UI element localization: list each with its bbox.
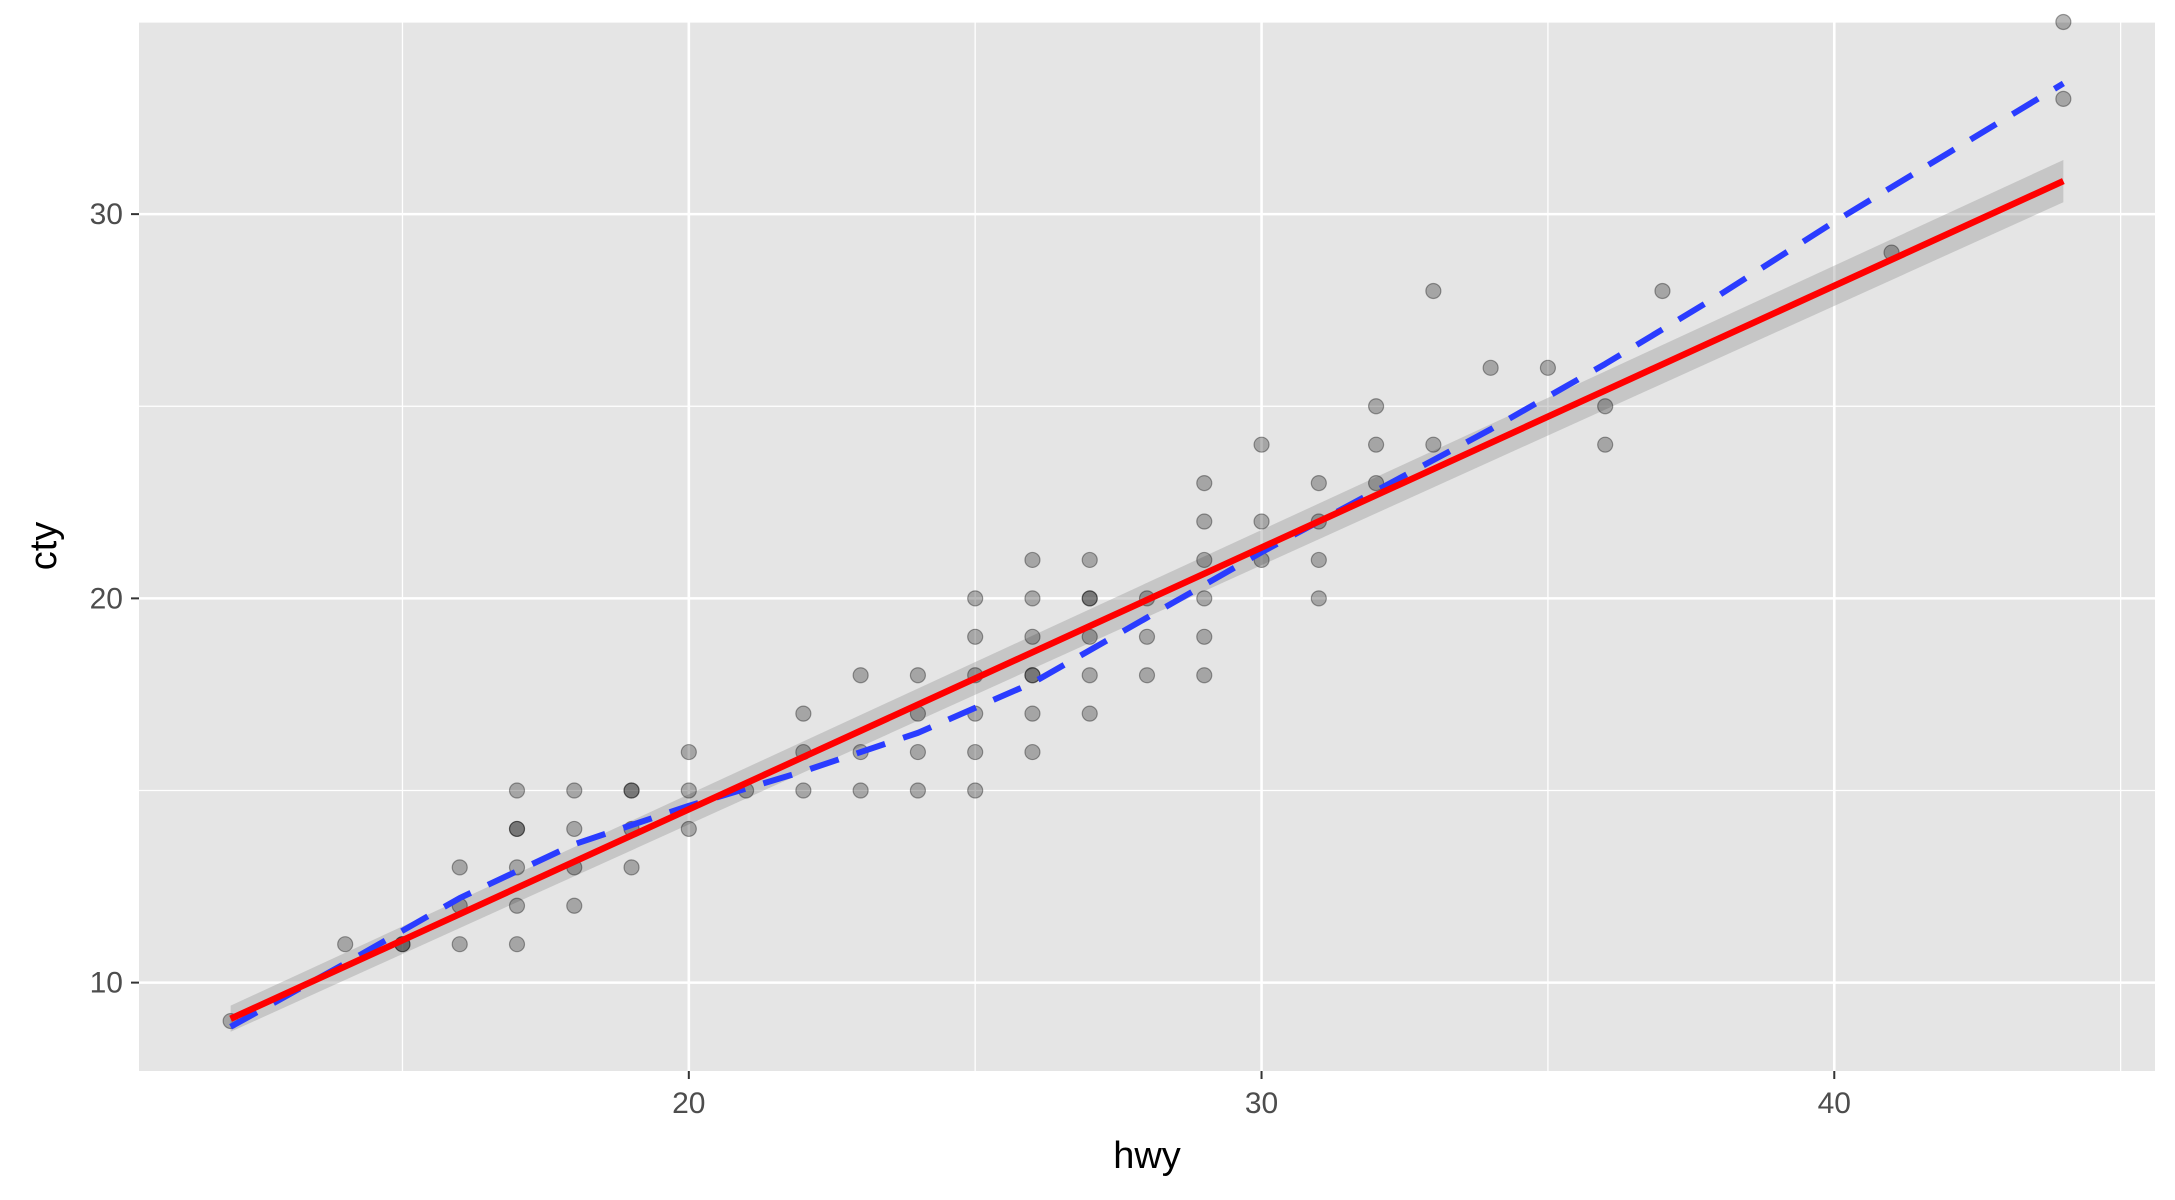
data-point <box>1253 436 1270 453</box>
data-point <box>1367 398 1385 415</box>
data-point <box>1539 359 1557 376</box>
minor-gridlines <box>139 21 2155 1071</box>
data-point <box>2055 13 2072 31</box>
data-point <box>623 782 640 799</box>
data-point <box>1310 474 1327 492</box>
data-point <box>909 667 927 684</box>
confidence-band-layer <box>230 159 2064 1032</box>
data-point <box>1081 667 1098 684</box>
data-point <box>1081 590 1098 607</box>
data-point <box>508 782 526 799</box>
data-point <box>1196 513 1213 530</box>
data-point <box>1024 551 1041 569</box>
lines-layer <box>229 80 2065 1030</box>
major-gridlines <box>139 22 2155 1071</box>
data-point <box>1425 282 1442 300</box>
data-point <box>967 782 984 799</box>
data-point <box>795 705 812 722</box>
data-point <box>1196 667 1213 684</box>
data-point <box>508 820 526 838</box>
data-point <box>623 782 640 799</box>
y-tick-label: 10 <box>90 967 123 1000</box>
axis-ticks <box>131 213 1836 1079</box>
data-point <box>1196 628 1213 645</box>
data-point <box>566 782 583 799</box>
data-point <box>795 782 812 799</box>
data-point <box>566 820 583 838</box>
data-point <box>1081 551 1098 569</box>
data-point <box>1597 436 1614 453</box>
data-point <box>1425 436 1442 453</box>
data-point <box>451 936 468 953</box>
y-tick-label: 30 <box>90 198 123 231</box>
data-point <box>566 897 583 914</box>
data-point <box>508 820 526 838</box>
data-point <box>680 820 697 838</box>
y-tick-label: 20 <box>90 582 123 615</box>
data-point <box>909 743 927 761</box>
data-point <box>1196 474 1213 492</box>
data-point <box>508 897 526 914</box>
data-point <box>909 782 927 799</box>
tick-labels: 20 30 40 10 20 30 <box>90 198 1851 1120</box>
data-point <box>967 628 984 645</box>
data-point <box>967 743 984 761</box>
data-point <box>680 743 697 761</box>
data-point <box>1138 667 1156 684</box>
data-point <box>337 936 354 953</box>
data-point <box>1367 436 1385 453</box>
data-point <box>1081 590 1098 607</box>
data-point <box>1024 705 1041 722</box>
data-point <box>1482 359 1499 376</box>
data-point <box>1024 628 1041 645</box>
data-point <box>1597 398 1614 415</box>
smooth-line <box>229 178 2065 1022</box>
x-axis-title: hwy <box>1113 1135 1181 1177</box>
data-point <box>623 859 640 876</box>
y-axis-title: cty <box>23 522 65 571</box>
data-point <box>2055 90 2072 107</box>
data-point <box>1654 282 1671 300</box>
data-point <box>1138 628 1156 645</box>
data-point <box>1196 551 1213 569</box>
data-point <box>1024 590 1041 607</box>
confidence-band <box>230 159 2064 1032</box>
data-point <box>1024 743 1041 761</box>
data-point <box>852 667 869 684</box>
x-tick-label: 40 <box>1818 1087 1851 1120</box>
data-point <box>680 782 697 799</box>
x-tick-label: 20 <box>672 1087 705 1120</box>
data-point <box>1196 590 1213 607</box>
data-point <box>1081 705 1098 722</box>
dashed-line <box>229 80 2065 1030</box>
data-point <box>967 590 984 607</box>
points-layer <box>222 13 2072 1030</box>
data-point <box>508 936 526 953</box>
data-point <box>451 859 468 876</box>
plot-panel <box>139 22 2155 1071</box>
data-point <box>1253 513 1270 530</box>
data-point <box>1310 551 1327 569</box>
data-point <box>852 782 869 799</box>
x-tick-label: 30 <box>1245 1087 1278 1120</box>
data-point <box>1024 667 1041 684</box>
data-point <box>1310 590 1327 607</box>
